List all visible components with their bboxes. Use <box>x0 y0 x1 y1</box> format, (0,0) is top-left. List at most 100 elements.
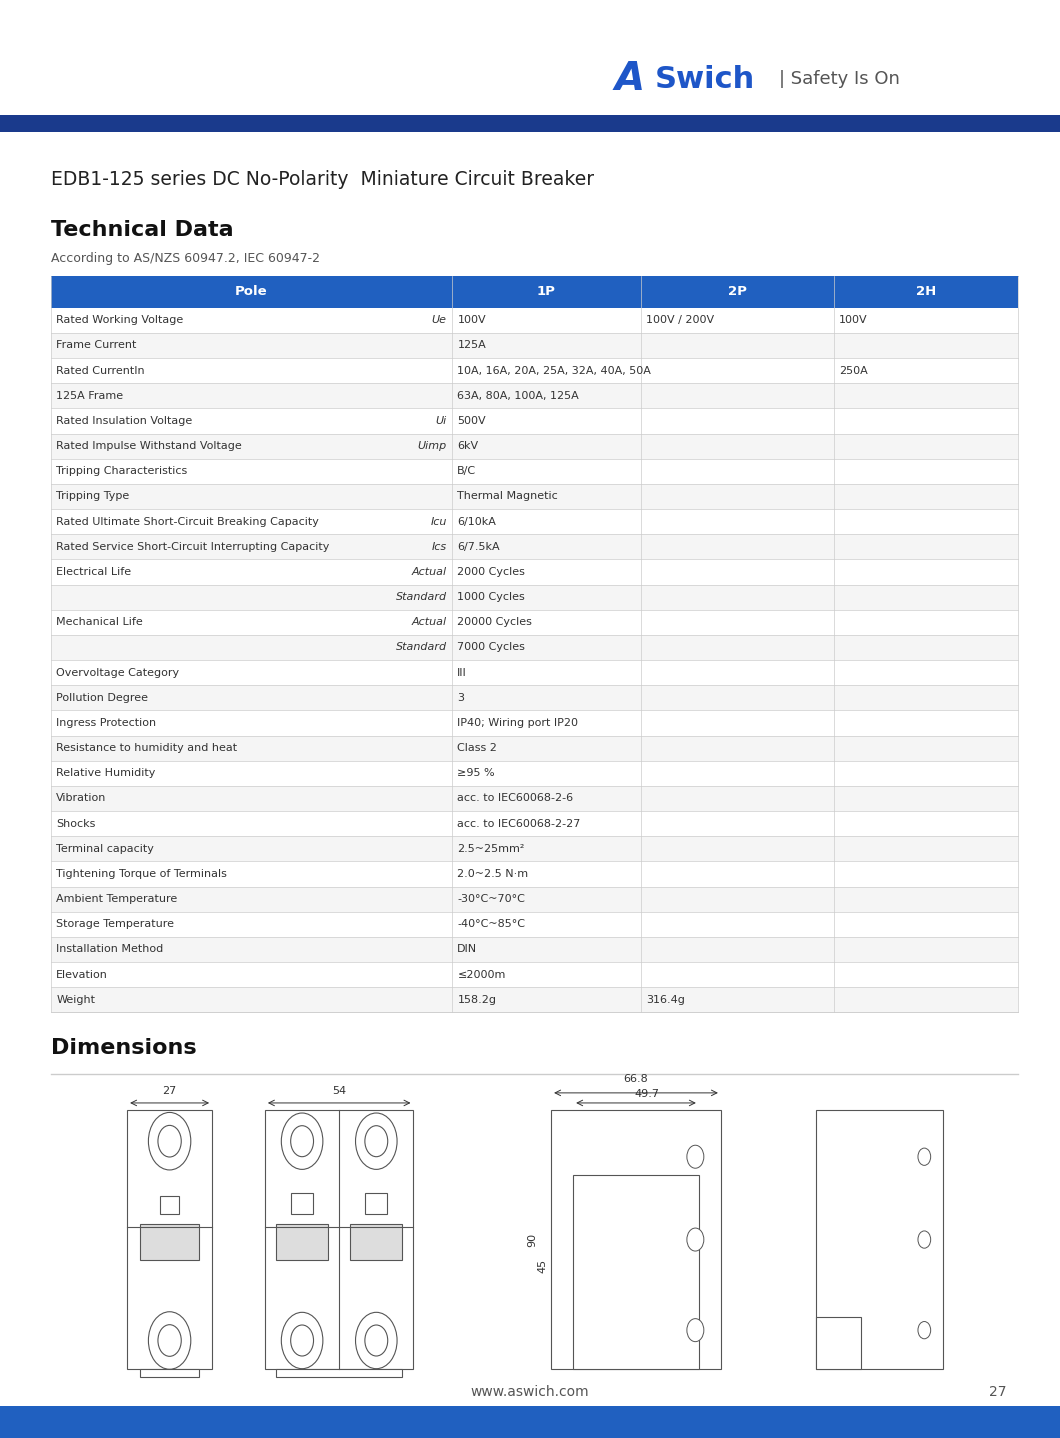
Bar <box>51 811 1018 837</box>
Text: -40°C~85°C: -40°C~85°C <box>457 919 526 929</box>
Bar <box>51 358 1018 383</box>
Circle shape <box>355 1313 398 1369</box>
Bar <box>551 1110 721 1369</box>
Bar <box>51 459 1018 483</box>
Text: 45: 45 <box>537 1260 548 1273</box>
Text: Terminal capacity: Terminal capacity <box>56 844 154 854</box>
Circle shape <box>918 1322 931 1339</box>
Text: 49.7: 49.7 <box>634 1089 659 1099</box>
Bar <box>51 334 1018 358</box>
Circle shape <box>687 1319 704 1342</box>
Circle shape <box>148 1113 191 1171</box>
Bar <box>816 1110 943 1369</box>
Bar <box>0 115 1060 132</box>
Text: Swich: Swich <box>655 65 756 93</box>
Text: 90: 90 <box>527 1232 537 1247</box>
Text: 316.4g: 316.4g <box>646 995 685 1005</box>
Bar <box>276 1369 403 1376</box>
Text: 20000 Cycles: 20000 Cycles <box>457 617 532 627</box>
Text: Rated Service Short-Circuit Interrupting Capacity: Rated Service Short-Circuit Interrupting… <box>56 542 330 552</box>
Text: 158.2g: 158.2g <box>457 995 496 1005</box>
Text: 66.8: 66.8 <box>623 1074 649 1084</box>
Text: Rated CurrentIn: Rated CurrentIn <box>56 365 145 375</box>
Bar <box>573 1175 699 1369</box>
Bar <box>51 559 1018 584</box>
Text: B/C: B/C <box>457 466 477 476</box>
Text: Uimp: Uimp <box>418 441 446 452</box>
Bar <box>51 509 1018 533</box>
Text: 27: 27 <box>989 1385 1007 1399</box>
Text: Standard: Standard <box>395 643 446 653</box>
Text: EDB1-125 series DC No-Polarity  Miniature Circuit Breaker: EDB1-125 series DC No-Polarity Miniature… <box>51 170 594 190</box>
Text: Technical Data: Technical Data <box>51 220 233 240</box>
Bar <box>51 912 1018 938</box>
Text: Installation Method: Installation Method <box>56 945 163 955</box>
Text: IP40; Wiring port IP20: IP40; Wiring port IP20 <box>457 718 579 728</box>
Bar <box>51 835 1018 861</box>
Text: Electrical Life: Electrical Life <box>56 567 131 577</box>
Text: Rated Impulse Withstand Voltage: Rated Impulse Withstand Voltage <box>56 441 242 452</box>
Text: Shocks: Shocks <box>56 818 95 828</box>
Text: Storage Temperature: Storage Temperature <box>56 919 174 929</box>
Bar <box>51 785 1018 811</box>
Circle shape <box>290 1324 314 1356</box>
Text: Thermal Magnetic: Thermal Magnetic <box>457 492 559 502</box>
Text: 125A: 125A <box>457 341 487 351</box>
Bar <box>140 1369 199 1376</box>
Text: 1000 Cycles: 1000 Cycles <box>457 592 525 603</box>
Text: Icu: Icu <box>430 516 446 526</box>
Bar <box>51 710 1018 736</box>
Text: Ui: Ui <box>436 416 446 426</box>
Text: Weight: Weight <box>56 995 95 1005</box>
Text: 125A Frame: 125A Frame <box>56 391 123 401</box>
Text: Pollution Degree: Pollution Degree <box>56 693 148 703</box>
Text: Dimensions: Dimensions <box>51 1038 196 1058</box>
Bar <box>51 660 1018 684</box>
Bar <box>51 938 1018 962</box>
Circle shape <box>290 1126 314 1156</box>
Text: 2P: 2P <box>728 285 746 299</box>
Text: ≤2000m: ≤2000m <box>457 969 506 979</box>
Bar <box>51 535 1018 559</box>
Text: 2.0~2.5 N·m: 2.0~2.5 N·m <box>457 869 529 879</box>
Bar <box>51 686 1018 710</box>
Bar <box>290 1192 314 1214</box>
Bar <box>276 1224 329 1260</box>
Text: 3: 3 <box>457 693 464 703</box>
Circle shape <box>918 1148 931 1165</box>
Bar <box>140 1224 199 1260</box>
Text: 500V: 500V <box>457 416 485 426</box>
Text: Relative Humidity: Relative Humidity <box>56 768 156 778</box>
Bar <box>265 1110 413 1369</box>
Bar <box>816 1317 861 1369</box>
Circle shape <box>687 1145 704 1168</box>
Circle shape <box>281 1313 323 1369</box>
Circle shape <box>355 1113 398 1169</box>
Bar <box>51 636 1018 660</box>
Text: -30°C~70°C: -30°C~70°C <box>457 894 526 905</box>
Text: 10A, 16A, 20A, 25A, 32A, 40A, 50A: 10A, 16A, 20A, 25A, 32A, 40A, 50A <box>457 365 651 375</box>
Text: Ics: Ics <box>431 542 446 552</box>
Text: 2000 Cycles: 2000 Cycles <box>457 567 526 577</box>
Text: Standard: Standard <box>395 592 446 603</box>
Text: Ambient Temperature: Ambient Temperature <box>56 894 177 905</box>
Circle shape <box>365 1324 388 1356</box>
Bar <box>51 308 1018 334</box>
Text: 2.5~25mm²: 2.5~25mm² <box>457 844 525 854</box>
Text: Pole: Pole <box>235 285 268 299</box>
Text: Ue: Ue <box>431 315 446 325</box>
Text: Frame Current: Frame Current <box>56 341 137 351</box>
Text: acc. to IEC60068-2-6: acc. to IEC60068-2-6 <box>457 794 573 804</box>
Bar <box>51 610 1018 636</box>
Text: Overvoltage Category: Overvoltage Category <box>56 667 179 677</box>
Text: Elevation: Elevation <box>56 969 108 979</box>
Text: Tripping Type: Tripping Type <box>56 492 129 502</box>
Text: According to AS/NZS 60947.2, IEC 60947-2: According to AS/NZS 60947.2, IEC 60947-2 <box>51 252 320 266</box>
Text: 54: 54 <box>332 1086 347 1096</box>
Circle shape <box>687 1228 704 1251</box>
Bar <box>51 276 1018 308</box>
Text: Tripping Characteristics: Tripping Characteristics <box>56 466 188 476</box>
Text: Rated Insulation Voltage: Rated Insulation Voltage <box>56 416 193 426</box>
Text: Tightening Torque of Terminals: Tightening Torque of Terminals <box>56 869 227 879</box>
Text: Rated Ultimate Short-Circuit Breaking Capacity: Rated Ultimate Short-Circuit Breaking Ca… <box>56 516 319 526</box>
